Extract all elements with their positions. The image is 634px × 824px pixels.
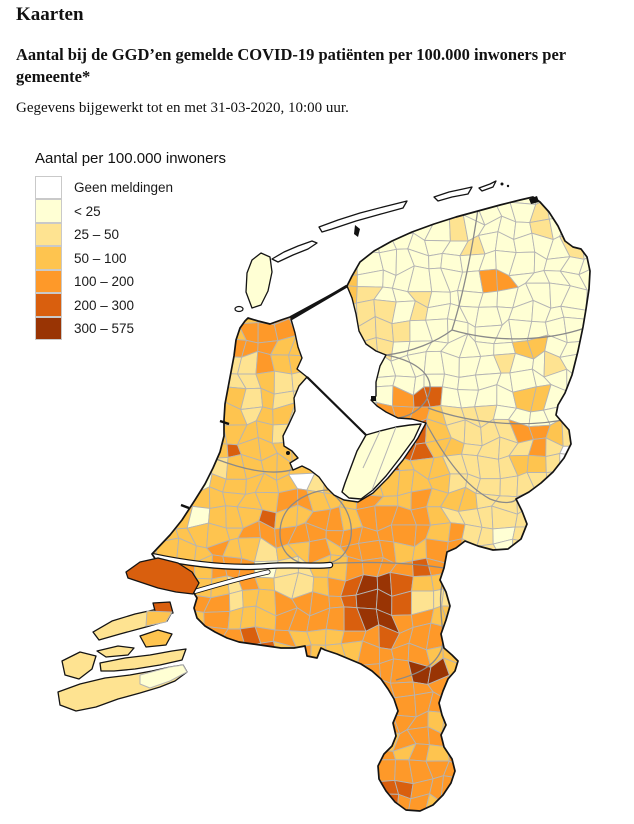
legend-swatch [35, 246, 62, 270]
legend-label: 25 – 50 [74, 227, 120, 243]
legend-item: Geen meldingen [35, 175, 226, 200]
legend-swatch [35, 175, 62, 199]
page-title: Kaarten [16, 4, 84, 25]
legend-item: 50 – 100 [35, 246, 226, 271]
legend-item: 100 – 200 [35, 269, 226, 294]
legend-swatch [35, 293, 62, 317]
page-subtitle: Aantal bij de GGD’en gemelde COVID-19 pa… [16, 45, 566, 86]
legend-label: 50 – 100 [74, 250, 127, 266]
legend-item: 200 – 300 [35, 293, 226, 318]
legend-item: 25 – 50 [35, 222, 226, 247]
legend-swatch [35, 222, 62, 246]
legend-label: Geen meldingen [74, 180, 174, 196]
updated-text: Gegevens bijgewerkt tot en met 31-03-202… [16, 100, 349, 116]
legend-item: < 25 [35, 199, 226, 224]
legend-swatch [35, 199, 62, 223]
legend-label: < 25 [74, 203, 101, 219]
legend-label: 100 – 200 [74, 274, 135, 290]
legend-label: 200 – 300 [74, 297, 135, 313]
legend-swatch [35, 269, 62, 293]
legend-item: 300 – 575 [35, 316, 226, 341]
map-legend: Aantal per 100.000 inwoners Geen melding… [35, 150, 226, 341]
legend-title: Aantal per 100.000 inwoners [35, 150, 226, 167]
legend-label: 300 – 575 [74, 321, 135, 337]
legend-swatch [35, 316, 62, 340]
legend-rows: Geen meldingen < 25 25 – 50 50 – 100 100 – 2… [35, 175, 226, 341]
